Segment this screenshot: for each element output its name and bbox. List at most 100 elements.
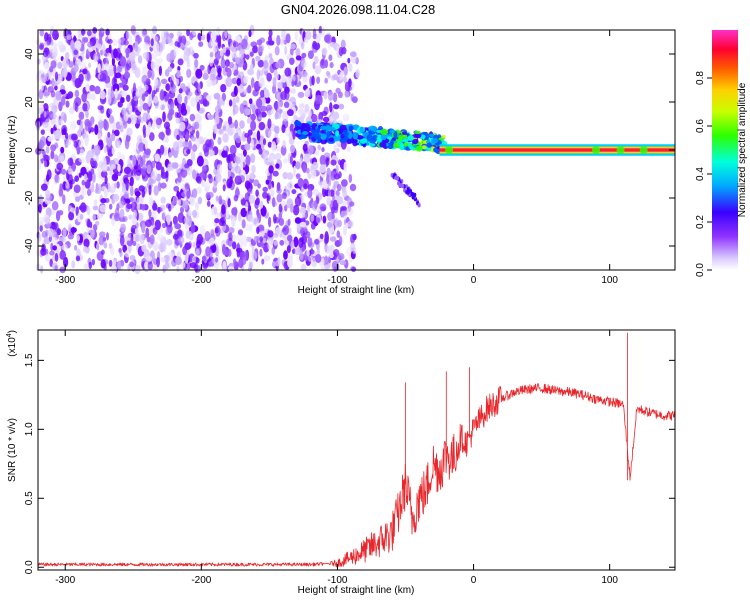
spectrogram-cell	[215, 257, 219, 263]
spectrogram-cell	[86, 205, 91, 216]
spectrogram-cell	[228, 116, 233, 125]
spectrogram-cell	[44, 61, 50, 70]
spectrogram-cell	[77, 29, 82, 39]
spectrogram-cell	[255, 189, 259, 197]
spectrogram-cell	[351, 266, 357, 272]
spectrogram-cell	[82, 102, 88, 112]
spectrogram-cell	[338, 103, 345, 110]
spectrogram-cell	[149, 132, 155, 142]
spectrogram-cell	[168, 152, 172, 158]
spectrogram-cell	[107, 69, 114, 77]
spectrogram-cell	[267, 118, 272, 129]
spectrogram-cell	[304, 88, 311, 98]
spectrogram-cell	[100, 170, 108, 178]
spectrogram-cell	[302, 131, 309, 135]
spectrogram-cell	[81, 92, 87, 103]
spectrogram-cell	[155, 161, 162, 171]
spectrogram-cell	[134, 264, 141, 275]
spectrogram-cell	[91, 148, 95, 158]
spectrogram-cell	[224, 29, 228, 39]
spectrogram-cell	[176, 112, 182, 118]
spectrogram-cell	[110, 265, 118, 274]
spectrogram-cell	[65, 181, 70, 189]
spectrogram-cell	[216, 33, 220, 44]
spectrogram-cell	[314, 94, 322, 105]
spectrogram-cell	[120, 223, 126, 233]
spectrogram-cell	[122, 216, 128, 222]
spectrogram-cell	[119, 208, 125, 220]
spectrogram-cell	[109, 115, 115, 124]
spectrogram-cell	[192, 188, 198, 199]
spectrogram-cell	[342, 113, 350, 122]
spectrogram-cell	[295, 173, 301, 179]
spectrogram-cell	[86, 226, 91, 234]
spectrogram-cell	[113, 48, 118, 59]
spectrogram-cell	[196, 233, 203, 245]
spectrogram-cell	[186, 68, 192, 78]
spectrogram-cell	[157, 58, 164, 64]
spectrogram-cell	[65, 52, 70, 60]
spectrogram-cell	[217, 67, 222, 78]
spectrogram-cell	[376, 139, 382, 143]
spectrogram-cell	[199, 172, 205, 178]
spectrogram-cell	[92, 205, 99, 211]
spectrogram-cell	[54, 129, 62, 140]
spectrogram-cell	[83, 263, 89, 270]
x-tick-label: -100	[327, 275, 347, 286]
spectrogram-cell	[55, 90, 62, 101]
spectrogram-cell	[170, 79, 174, 88]
spectrogram-band-core	[439, 148, 675, 152]
spectrogram-cell	[295, 55, 302, 61]
spectrogram-cell	[219, 128, 224, 134]
spectrogram-cell	[111, 147, 115, 155]
spectrogram-cell	[206, 79, 212, 88]
spectrogram-cell	[173, 185, 180, 192]
spectrogram-cell	[160, 88, 165, 98]
spectrogram-cell	[240, 162, 244, 169]
spectrogram-cell	[68, 211, 75, 221]
spectrogram-cell	[70, 207, 76, 213]
spectrogram-cell	[141, 204, 146, 211]
spectrogram-cell	[148, 184, 152, 196]
colorbar-tick-label: 0.8	[695, 71, 706, 85]
spectrogram-cell	[307, 188, 313, 199]
spectrogram-cell	[300, 60, 307, 68]
spectrogram-cell	[592, 146, 601, 154]
spectrogram-cell	[38, 139, 45, 150]
spectrogram-cell	[300, 70, 308, 78]
spectrogram-cell	[66, 34, 72, 41]
spectrogram-cell	[380, 134, 387, 141]
spectrogram-cell	[222, 260, 227, 272]
spectrogram-cell	[40, 84, 44, 92]
spectrogram-cell	[228, 99, 233, 107]
spectrogram-cell	[144, 35, 151, 45]
spectrogram-cell	[39, 152, 43, 159]
spectrogram-cell	[287, 257, 293, 268]
spectrogram-cell	[343, 75, 347, 84]
spectrogram-cell	[42, 122, 49, 128]
spectrogram-cell	[83, 238, 90, 248]
spectrogram-cell	[129, 254, 136, 261]
spectrogram-cell	[249, 153, 256, 164]
spectrogram-cell	[303, 153, 311, 164]
spectrogram-cell	[337, 253, 345, 261]
spectrogram-cell	[329, 236, 337, 242]
spectrogram-cell	[348, 125, 354, 131]
spectrogram-cell	[53, 174, 59, 185]
spectrogram-cell	[258, 79, 266, 88]
spectrogram-cell	[215, 195, 219, 202]
spectrogram-cell	[154, 77, 159, 86]
spectrogram-cell	[96, 43, 102, 50]
spectrogram-cell	[168, 108, 175, 116]
spectrogram-cell	[160, 166, 165, 176]
spectrogram-cell	[100, 198, 107, 204]
spectrogram-cell	[290, 75, 296, 82]
spectrogram-cell	[251, 240, 256, 246]
spectrogram-cell	[75, 196, 81, 203]
spectrogram-cell	[280, 74, 287, 83]
spectrogram-cell	[159, 144, 165, 155]
spectrogram-cell	[235, 156, 241, 165]
spectrogram-cell	[340, 39, 346, 50]
spectrogram-cell	[289, 57, 295, 65]
